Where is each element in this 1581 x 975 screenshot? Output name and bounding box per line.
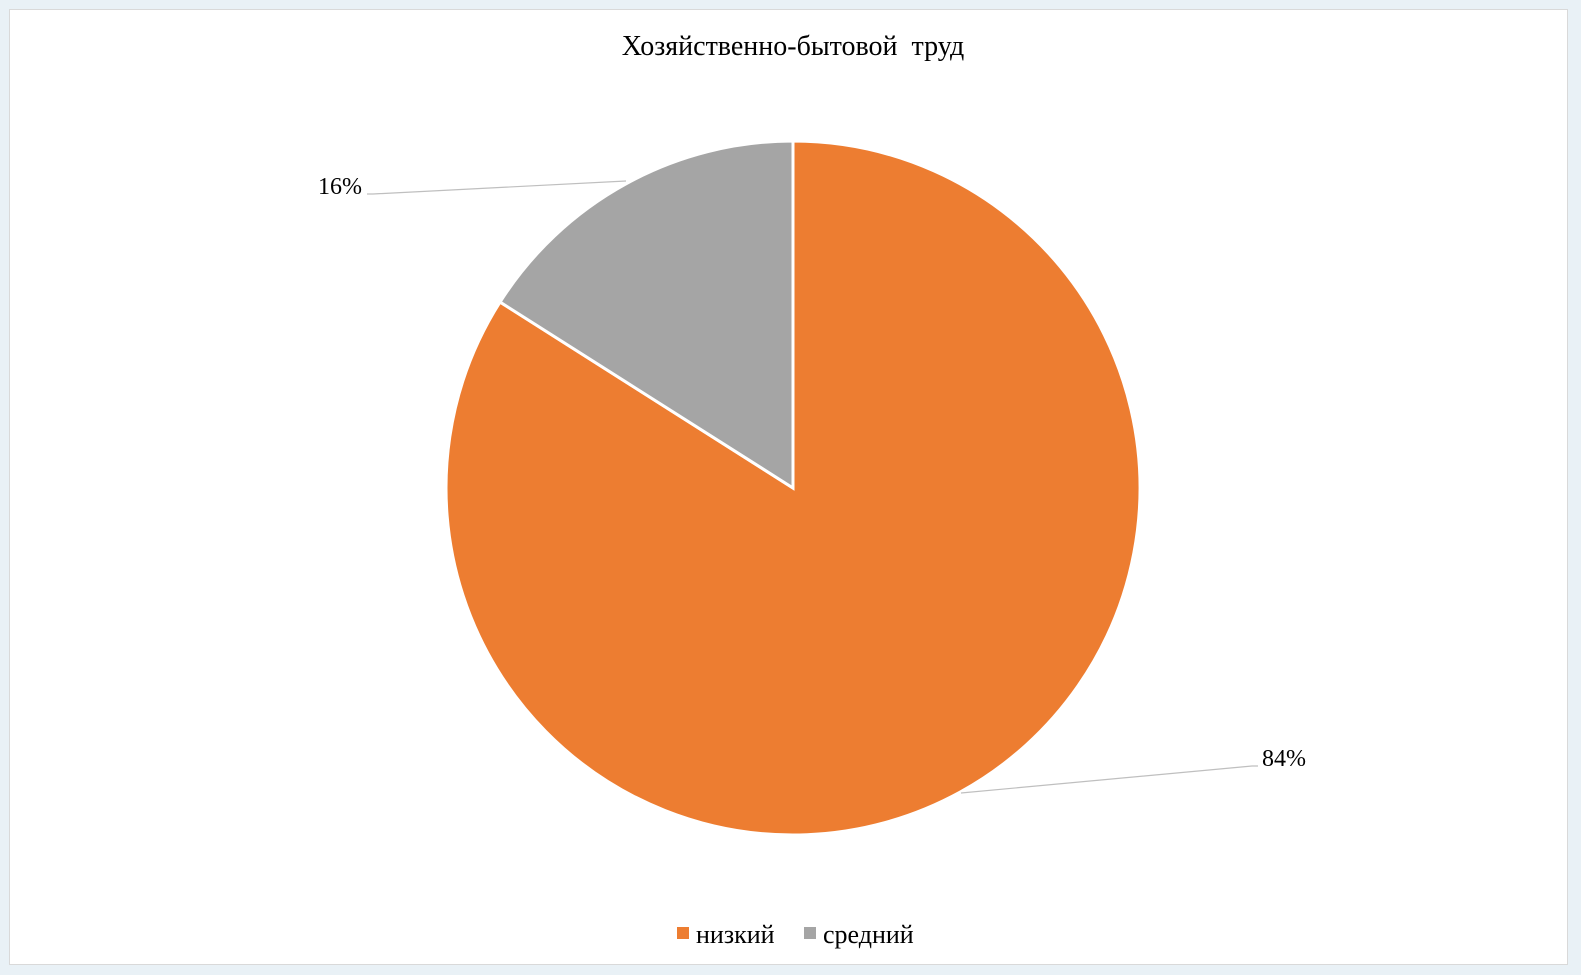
legend-label-sredniy: средний	[823, 920, 914, 949]
data-labels: 84% 16%	[318, 174, 1306, 772]
leader-line-nizkiy	[960, 765, 1258, 794]
leader-lines	[367, 180, 1258, 794]
legend: низкий средний	[677, 920, 914, 949]
data-label-sredniy: 16%	[318, 174, 362, 200]
leader-line-sredniy	[367, 180, 627, 195]
data-label-nizkiy: 84%	[1262, 746, 1306, 772]
pie-slices	[444, 139, 1142, 837]
legend-swatch-sredniy	[804, 927, 816, 939]
legend-label-nizkiy: низкий	[696, 920, 775, 949]
chart-title: Хозяйственно-бытовой труд	[622, 31, 964, 62]
pie-slice-sredniy	[497, 139, 795, 491]
legend-swatch-nizkiy	[677, 927, 689, 939]
